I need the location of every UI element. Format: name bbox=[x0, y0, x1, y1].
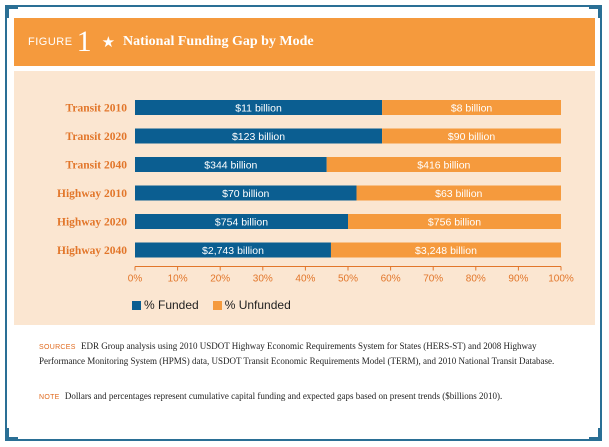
frame-corner bbox=[7, 7, 18, 18]
x-tick-label: 80% bbox=[466, 274, 486, 285]
figure-header: FIGURE 1 ★ National Funding Gap by Mode bbox=[14, 18, 595, 66]
bar-unfunded bbox=[348, 214, 561, 229]
x-tick-label: 40% bbox=[295, 274, 315, 285]
sources-tag: SOURCES bbox=[39, 344, 76, 351]
legend-swatch-unfunded bbox=[212, 300, 222, 310]
legend-item-funded: % Funded bbox=[132, 298, 199, 312]
category-label: Highway 2010 bbox=[57, 188, 127, 200]
bar-unfunded bbox=[382, 100, 561, 115]
bar-unfunded bbox=[330, 242, 561, 258]
frame-corner bbox=[7, 428, 18, 439]
x-tick-label: 0% bbox=[128, 274, 143, 285]
bar-label-funded: $754 billion bbox=[215, 216, 268, 228]
x-tick-label: 60% bbox=[381, 274, 401, 285]
bar-label-funded: $2,743 billion bbox=[202, 245, 264, 257]
frame-corner bbox=[589, 7, 600, 18]
bar-funded bbox=[135, 128, 383, 144]
bar-label-funded: $344 billion bbox=[204, 159, 257, 171]
footnote: NOTE Dollars and percentages represent c… bbox=[39, 390, 569, 405]
bar-unfunded bbox=[382, 128, 561, 144]
figure-title: National Funding Gap by Mode bbox=[123, 34, 314, 49]
category-label: Transit 2040 bbox=[66, 160, 128, 172]
figure-label: FIGURE bbox=[28, 36, 73, 48]
x-tick-label: 100% bbox=[548, 274, 574, 285]
x-tick-label: 20% bbox=[210, 274, 230, 285]
chart-legend: % Funded % Unfunded bbox=[132, 298, 305, 312]
bar-label-unfunded: $63 billion bbox=[435, 188, 482, 200]
bar-funded bbox=[135, 100, 383, 115]
figure-number: 1 bbox=[76, 25, 92, 58]
bar-label-unfunded: $8 billion bbox=[451, 102, 493, 114]
bar-label-funded: $70 billion bbox=[222, 188, 269, 200]
x-tick-label: 90% bbox=[508, 274, 528, 285]
bar-label-unfunded: $90 billion bbox=[448, 131, 495, 143]
legend-label-funded: % Funded bbox=[144, 298, 199, 312]
category-label: Transit 2020 bbox=[66, 131, 128, 143]
x-tick-label: 50% bbox=[338, 274, 358, 285]
legend-item-unfunded: % Unfunded bbox=[212, 298, 291, 312]
frame-corner bbox=[589, 428, 600, 439]
bar-label-unfunded: $416 billion bbox=[417, 159, 470, 171]
legend-swatch-funded bbox=[132, 300, 141, 310]
note-text: Dollars and percentages represent cumula… bbox=[64, 391, 503, 401]
bar-label-funded: $123 billion bbox=[232, 131, 285, 143]
bar-funded bbox=[135, 185, 357, 201]
legend-label-unfunded: % Unfunded bbox=[224, 298, 291, 312]
star-icon: ★ bbox=[101, 33, 116, 51]
bar-funded bbox=[135, 242, 331, 258]
bar-unfunded bbox=[326, 157, 561, 172]
bar-unfunded bbox=[356, 185, 561, 201]
bar-label-funded: $11 billion bbox=[235, 102, 282, 114]
x-tick-label: 30% bbox=[253, 274, 273, 285]
category-label: Highway 2020 bbox=[57, 217, 127, 229]
bar-label-unfunded: $3,248 billion bbox=[415, 245, 477, 257]
bar-funded bbox=[135, 214, 348, 229]
bar-label-unfunded: $756 billion bbox=[428, 216, 481, 228]
category-label: Highway 2040 bbox=[57, 245, 127, 257]
x-tick-label: 10% bbox=[168, 274, 188, 285]
x-tick-label: 70% bbox=[423, 274, 443, 285]
sources-note: SOURCES EDR Group analysis using 2010 US… bbox=[39, 340, 569, 367]
bar-funded bbox=[135, 157, 327, 172]
note-tag: NOTE bbox=[39, 394, 60, 401]
sources-text: EDR Group analysis using 2010 USDOT High… bbox=[39, 341, 555, 366]
category-label: Transit 2010 bbox=[66, 103, 128, 115]
